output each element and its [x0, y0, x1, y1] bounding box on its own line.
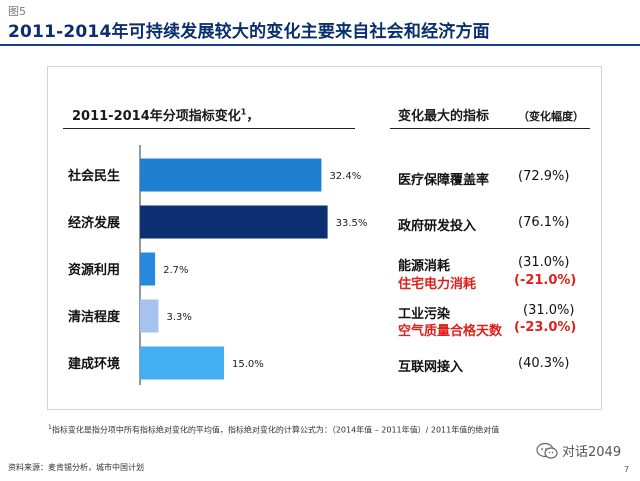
bar-value-label: 3.3%	[166, 312, 191, 323]
bar	[140, 299, 159, 333]
category-label: 社会民生	[67, 168, 120, 184]
indicator-value: (40.3%)	[518, 356, 570, 371]
category-label: 经济发展	[68, 215, 121, 231]
page-number: 7	[624, 465, 630, 474]
watermark-text: 对话2049	[562, 445, 622, 460]
bar-value-label: 2.7%	[163, 265, 188, 276]
chat-bubble-icon	[536, 442, 558, 459]
bar-value-label: 33.5%	[336, 218, 368, 229]
right-panel-header: 变化最大的指标	[398, 109, 490, 124]
indicator-value: (72.9%)	[518, 169, 570, 184]
footnote-mark: 1	[48, 424, 52, 431]
bar	[140, 205, 328, 239]
indicator-label: 工业污染	[398, 307, 451, 322]
indicator-value: (76.1%)	[518, 215, 570, 230]
chart-title-footnote-mark: 1	[240, 107, 247, 117]
indicator-value-negative: (-21.0%)	[514, 273, 577, 288]
page-title: 2011-2014年可持续发展较大的变化主要来自社会和经济方面	[8, 22, 490, 42]
category-label: 建成环境	[68, 356, 120, 372]
footnote: 1指标变化是指分项中所有指标绝对变化的平均值，指标绝对变化的计算公式为：（201…	[48, 424, 499, 436]
indicator-label: 互联网接入	[398, 360, 464, 375]
chart-title-text: 2011-2014年分项指标变化	[72, 109, 241, 124]
bar-value-label: 15.0%	[232, 359, 264, 370]
bar	[140, 346, 224, 380]
indicator-label-negative: 住宅电力消耗	[398, 277, 477, 292]
right-panel-header-sub: （变化幅度）	[518, 110, 584, 123]
title-divider	[0, 44, 640, 46]
chart-title: 2011-2014年分项指标变化1，	[72, 105, 259, 124]
indicator-label: 医疗保障覆盖率	[398, 173, 490, 188]
indicator-value: (31.0%)	[523, 303, 575, 318]
indicator-value-negative: (-23.0%)	[514, 320, 577, 335]
category-label: 清洁程度	[68, 309, 121, 325]
chart-title-underline	[63, 128, 355, 129]
watermark: 对话2049	[536, 441, 621, 460]
footnote-text: 指标变化是指分项中所有指标绝对变化的平均值，指标绝对变化的计算公式为：（2014…	[51, 425, 500, 435]
bar	[140, 252, 156, 286]
source-note: 资料来源：麦肯锡分析，城市中国计划	[8, 463, 144, 472]
figure-label: 图5	[8, 5, 26, 18]
bar	[140, 158, 322, 192]
indicator-label: 能源消耗	[398, 259, 451, 274]
indicator-value: (31.0%)	[518, 255, 570, 270]
bar-value-label: 32.4%	[329, 171, 361, 182]
category-label: 资源利用	[68, 262, 120, 278]
right-panel-underline	[390, 128, 590, 129]
indicator-label: 政府研发投入	[398, 219, 477, 234]
chart-title-suffix: ，	[246, 109, 260, 124]
indicator-label-negative: 空气质量合格天数	[398, 324, 503, 339]
